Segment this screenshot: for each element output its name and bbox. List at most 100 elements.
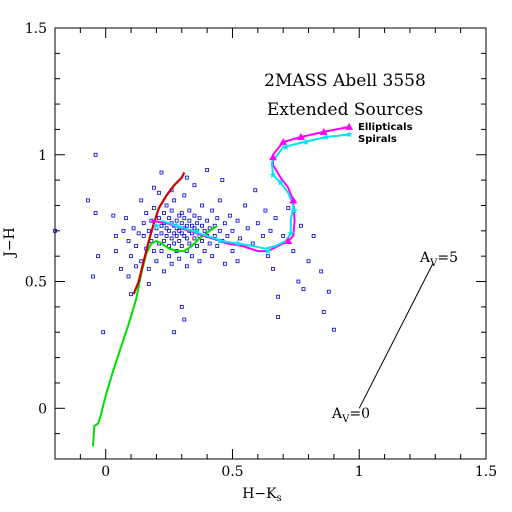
galaxy-point — [162, 269, 166, 274]
galaxy-point — [207, 241, 212, 246]
galaxy-point — [276, 315, 281, 319]
x-tick-label: 1.5 — [475, 464, 497, 480]
av5-label-value: =5 — [437, 250, 458, 266]
galaxy-point — [134, 264, 139, 269]
galaxy-point — [139, 259, 144, 264]
galaxy-point — [184, 264, 189, 269]
spiral-marker — [345, 131, 353, 138]
galaxy-point — [111, 213, 116, 218]
galaxy-point — [154, 259, 159, 264]
galaxy-point — [184, 175, 189, 180]
galaxy-point — [129, 254, 133, 259]
galaxy-point — [205, 168, 210, 172]
x-axis-label: H−Ks — [242, 486, 282, 504]
spiral-marker — [282, 143, 289, 150]
galaxy-point — [154, 233, 159, 238]
galaxy-point — [167, 254, 171, 259]
galaxy-point — [222, 221, 227, 226]
galaxy-point — [200, 203, 204, 208]
galaxy-point — [202, 249, 207, 254]
galaxy-point — [136, 231, 141, 236]
y-tick-label: 0 — [38, 401, 47, 417]
galaxy-point — [235, 218, 240, 223]
galaxy-point — [151, 185, 156, 190]
galaxy-point — [101, 330, 106, 335]
galaxy-point — [230, 249, 235, 254]
galaxy-point — [281, 233, 286, 238]
reddening-vector — [358, 263, 434, 409]
galaxy-point — [210, 208, 215, 213]
galaxy-point — [306, 259, 311, 264]
av5-label-a: A — [419, 250, 431, 266]
galaxy-point — [263, 208, 268, 213]
galaxy-point — [220, 178, 225, 183]
spiral-marker — [153, 222, 160, 229]
galaxy-point — [179, 244, 184, 248]
dwarfs-sequence-line — [92, 224, 218, 447]
elliptical-marker — [279, 138, 288, 146]
av0-label-a: A — [331, 406, 343, 422]
galaxy-point — [157, 216, 161, 221]
axis-ticks — [54, 27, 487, 460]
galaxy-point — [151, 249, 156, 254]
spiral-marker — [234, 240, 241, 247]
galaxy-point — [268, 228, 273, 233]
x-axis-label-sub: s — [277, 493, 282, 504]
galaxy-point — [172, 231, 177, 236]
galaxy-point — [253, 188, 258, 193]
galaxy-point — [164, 226, 169, 231]
galaxy-point — [190, 254, 194, 259]
spiral-marker — [216, 237, 224, 244]
sequence-lines — [92, 125, 350, 447]
galaxy-point — [172, 330, 177, 335]
galaxy-point — [146, 266, 151, 271]
galaxy-point — [195, 244, 199, 248]
galaxy-point — [86, 198, 90, 203]
galaxy-point — [255, 221, 260, 226]
tick-labels: 0 0.5 1 1.5 0 0.5 1 1.5 — [25, 21, 497, 480]
galaxy-point — [167, 228, 171, 233]
galaxy-point — [276, 294, 281, 299]
galaxy-point — [331, 327, 336, 332]
galaxy-point — [202, 228, 207, 233]
y-tick-label: 1 — [38, 148, 47, 164]
galaxy-point — [238, 236, 242, 241]
galaxy-point — [134, 244, 139, 248]
galaxy-point — [157, 190, 161, 195]
galaxy-point — [177, 213, 182, 218]
galaxy-point — [200, 239, 204, 243]
y-tick-label: 0.5 — [25, 275, 47, 291]
galaxy-point — [182, 193, 187, 198]
galaxy-point — [212, 233, 217, 238]
galaxy-point — [151, 206, 156, 210]
galaxy-point — [225, 233, 230, 238]
galaxy-point — [162, 211, 166, 215]
av5-label: AV=5 — [419, 250, 458, 269]
galaxy-point — [215, 244, 220, 248]
galaxy-point — [53, 228, 57, 233]
elliptical-marker — [284, 236, 293, 244]
plot-frame — [54, 27, 487, 460]
galaxy-point — [192, 236, 197, 241]
galaxy-point — [164, 233, 169, 238]
galaxy-point — [197, 259, 202, 264]
galaxy-point — [296, 279, 301, 284]
galaxy-point — [167, 216, 171, 221]
spirals-label: Spirals — [358, 134, 397, 145]
galaxy-point — [326, 289, 331, 294]
galaxy-point — [126, 239, 131, 243]
galaxy-point — [93, 211, 98, 215]
galaxy-point — [222, 261, 227, 266]
galaxy-point — [190, 223, 194, 228]
galaxy-point — [159, 249, 164, 254]
giants-sequence-line — [132, 172, 186, 295]
galaxy-point — [144, 211, 149, 215]
galaxy-point — [245, 226, 250, 231]
galaxy-point — [141, 233, 146, 238]
galaxy-point — [187, 208, 192, 213]
spiral-marker — [269, 171, 277, 178]
plot-border — [54, 27, 487, 460]
galaxy-point — [119, 266, 123, 271]
galaxy-point — [177, 239, 182, 243]
